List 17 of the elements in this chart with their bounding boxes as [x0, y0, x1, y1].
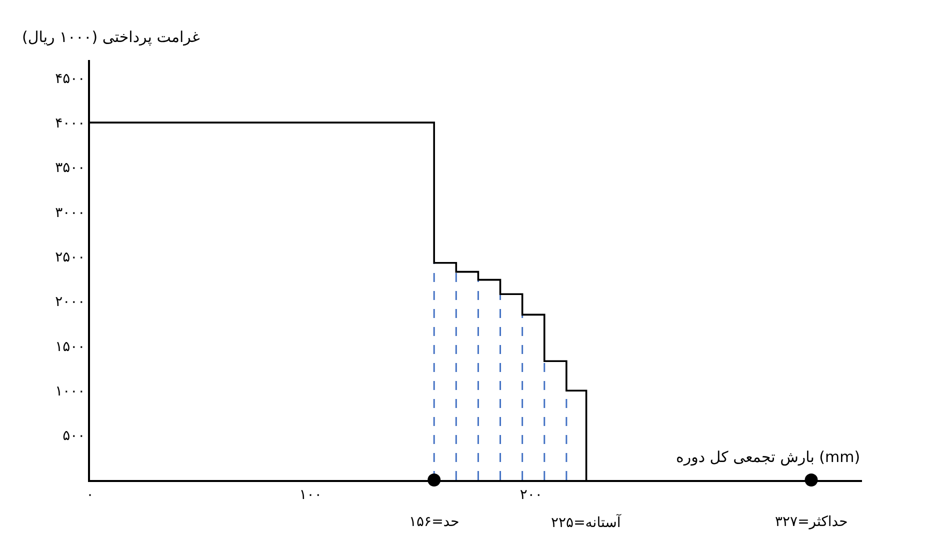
y-tick-label: ۱۵۰۰ [55, 338, 86, 355]
x-tick-label: ۱۰۰ [299, 486, 322, 503]
y-tick-label: ۲۵۰۰ [55, 250, 86, 266]
y-tick-label: ۳۵۰۰ [55, 160, 86, 176]
y-tick-label: ۱۰۰۰ [55, 384, 86, 400]
y-tick-label: ۳۰۰۰ [55, 204, 86, 221]
y-tick-label: ۵۰۰ [62, 428, 86, 444]
annotation: حد=۱۵۶ [409, 514, 460, 530]
x-tick-label: ۰ [86, 486, 94, 503]
annotation: حداکثر=۳۲۷ [775, 514, 848, 530]
y-tick-label: ۴۰۰۰ [55, 115, 86, 132]
y-tick-label: ۴۵۰۰ [55, 70, 86, 87]
y-axis-title: غرامت پرداختی (۱۰۰۰ ریال) [22, 28, 200, 46]
annotation: آستانه=۲۲۵ [551, 513, 622, 531]
y-tick-label: ۲۰۰۰ [55, 294, 86, 310]
x-axis-title: بارش تجمعی کل دوره (mm) [676, 448, 860, 466]
x-tick-label: ۲۰۰ [520, 486, 542, 503]
